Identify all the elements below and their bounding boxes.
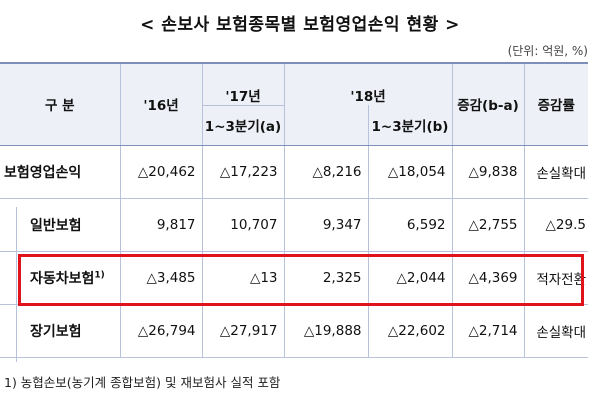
cell-q13-b: △2,044 <box>367 251 452 305</box>
header-q13-b: 1~3분기(b) <box>367 105 452 146</box>
header-q13-a: 1~3분기(a) <box>201 104 284 146</box>
cell-rate: 손실확대 <box>523 304 588 358</box>
cell-q13-b: △18,054 <box>367 145 452 199</box>
cell-q13-b: △22,602 <box>367 304 452 358</box>
cell-2016: △20,462 <box>119 145 202 199</box>
unit-label: (단위: 억원, %) <box>507 44 588 58</box>
cell-change: △2,714 <box>451 304 524 358</box>
cell-change: △4,369 <box>451 251 524 305</box>
table-row: 장기보험 △26,794 △27,917 △19,888 △22,602 △2,… <box>0 304 588 358</box>
header-spacer <box>283 105 368 146</box>
row-label: 장기보험 <box>0 304 120 358</box>
cell-2016: △3,485 <box>119 251 202 305</box>
cell-change: △9,838 <box>451 145 524 199</box>
cell-q13-a: △8,216 <box>283 145 368 199</box>
cell-2016: △26,794 <box>119 304 202 358</box>
indent-divider <box>16 207 17 362</box>
cell-q13-a: △19,888 <box>283 304 368 358</box>
header-rate: 증감률 <box>523 62 588 146</box>
table-row: 보험영업손익 △20,462 △17,223 △8,216 △18,054 △9… <box>0 145 588 199</box>
cell-rate: 적자전환 <box>523 251 588 305</box>
cell-2017: △17,223 <box>201 145 284 199</box>
footnote: 1) 농협손보(농기계 종합보험) 및 재보험사 실적 포함 <box>4 375 281 390</box>
cell-2017: 10,707 <box>201 198 284 252</box>
cell-q13-b: 6,592 <box>367 198 452 252</box>
header-2016: '16년 <box>119 62 202 146</box>
cell-2017: △27,917 <box>201 304 284 358</box>
row-label: 일반보험 <box>0 198 120 252</box>
row-label-text: 자동차보험 <box>30 270 95 287</box>
cell-q13-a: 2,325 <box>283 251 368 305</box>
table-row: 자동차보험1) △3,485 △13 2,325 △2,044 △4,369 적… <box>0 251 588 305</box>
cell-rate: △29.5 <box>523 198 588 252</box>
footnote-marker: 1) <box>94 269 105 280</box>
cell-change: △2,755 <box>451 198 524 252</box>
table-row: 일반보험 9,817 10,707 9,347 6,592 △2,755 △29… <box>0 198 588 252</box>
cell-q13-a: 9,347 <box>283 198 368 252</box>
cell-2017: △13 <box>201 251 284 305</box>
row-label: 보험영업손익 <box>0 145 120 199</box>
page-title: < 손보사 보험종목별 보험영업손익 현황 > <box>140 15 460 35</box>
cell-rate: 손실확대 <box>523 145 588 199</box>
header-category: 구 분 <box>0 62 120 146</box>
header-2017: '17년 <box>201 62 284 105</box>
cell-2016: 9,817 <box>119 198 202 252</box>
header-2018: '18년 <box>283 62 452 105</box>
header-change: 증감(b-a) <box>451 62 524 146</box>
row-label: 자동차보험1) <box>0 251 120 305</box>
profit-table: 구 분 '16년 '17년 '18년 증감(b-a) 증감률 1~3분기(a) … <box>0 62 588 358</box>
